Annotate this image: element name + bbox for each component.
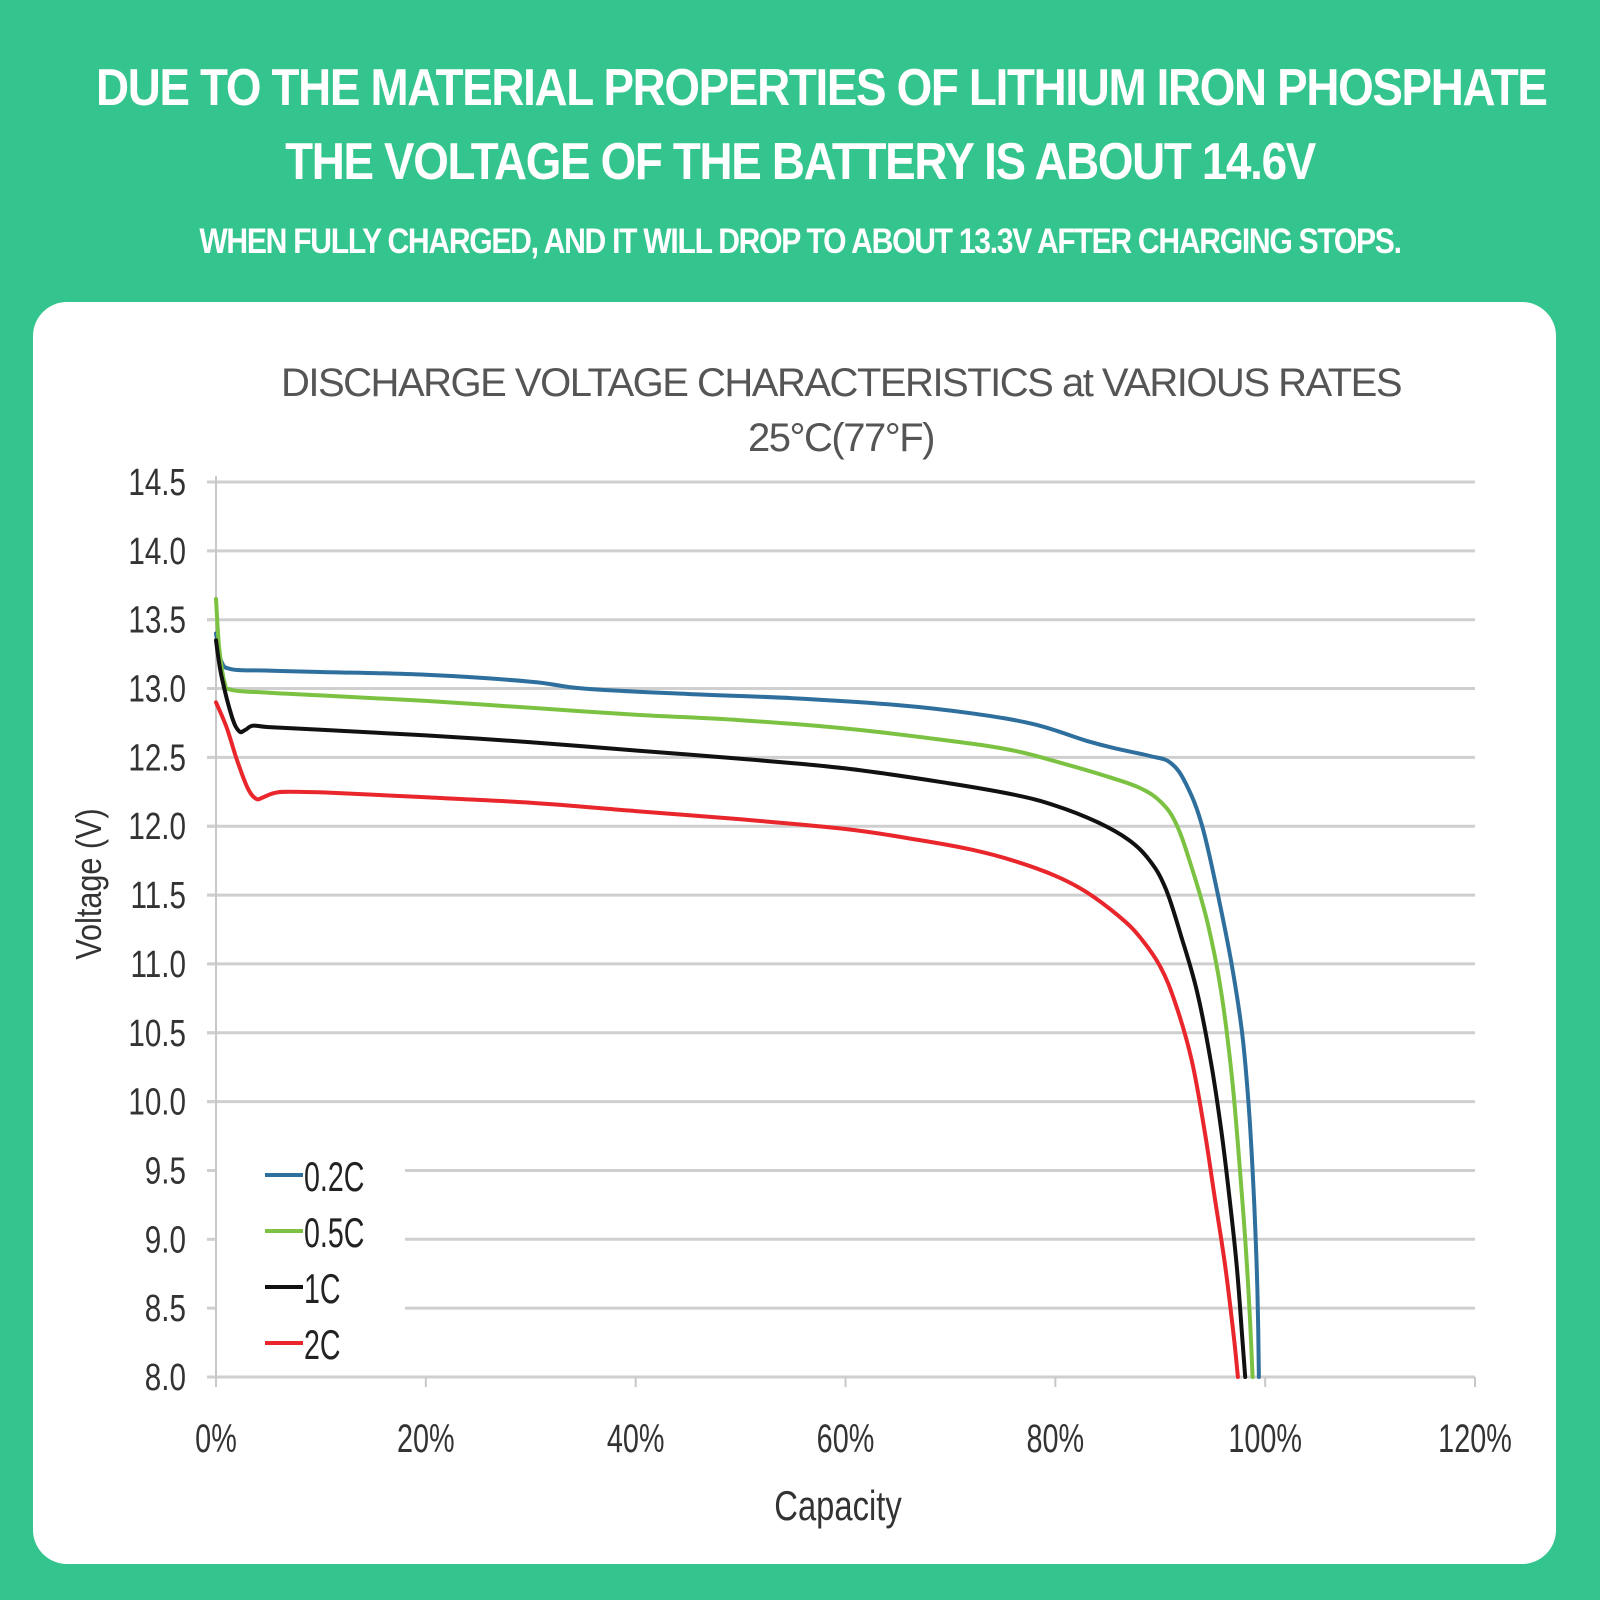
y-tick-label: 8.0 (145, 1357, 186, 1399)
y-tick-label: 9.5 (145, 1150, 186, 1192)
y-tick-label: 9.0 (145, 1219, 186, 1261)
y-tick-label: 13.0 (128, 668, 186, 710)
legend-label: 2C (304, 1320, 341, 1368)
headline-line-1: DUE TO THE MATERIAL PROPERTIES OF LITHIU… (96, 59, 1548, 117)
legend-label: 0.2C (304, 1152, 364, 1200)
x-axis-label: Capacity (774, 1482, 902, 1529)
x-tick-label: 120% (1438, 1416, 1512, 1461)
y-axis-label: Voltage (V) (70, 808, 110, 959)
y-tick-label: 12.5 (128, 737, 186, 779)
legend-item-0-5c: 0.5C (265, 1208, 364, 1256)
x-tick-labels: 0% 20% 40% 60% 80% 100% 120% (195, 1416, 1512, 1461)
axes (215, 476, 1476, 1387)
y-tick-label: 10.0 (128, 1081, 186, 1123)
legend-item-1c: 1C (265, 1264, 341, 1312)
legend-label: 0.5C (304, 1208, 364, 1256)
x-tick-label: 60% (817, 1416, 875, 1461)
series-line-2c (214, 700, 1240, 1379)
x-tick-label: 20% (397, 1416, 455, 1461)
headline-line-2: THE VOLTAGE OF THE BATTERY IS ABOUT 14.6… (285, 133, 1316, 191)
y-tick-label: 11.5 (131, 875, 186, 917)
y-tick-label: 11.0 (131, 943, 186, 985)
y-tick-label: 13.5 (128, 599, 186, 641)
chart-title: DISCHARGE VOLTAGE CHARACTERISTICS at VAR… (281, 361, 1401, 405)
x-tick-label: 100% (1228, 1416, 1302, 1461)
y-tick-label: 14.5 (128, 462, 186, 504)
y-tick-label: 8.5 (145, 1288, 186, 1330)
y-tick-labels: 14.5 14.0 13.5 13.0 12.5 12.0 11.5 11.0 10.5 10.0… (128, 462, 186, 1399)
legend-label: 1C (304, 1264, 341, 1312)
series-line-1c (214, 638, 1248, 1379)
x-tick-label: 80% (1027, 1416, 1085, 1461)
y-tick-label: 14.0 (128, 530, 186, 572)
y-tick-label: 10.5 (128, 1012, 186, 1054)
grid-lines (207, 480, 1475, 1379)
series-line-0-2c (214, 631, 1261, 1379)
legend-item-2c: 2C (265, 1320, 341, 1368)
chart-subtitle: 25°C(77°F) (748, 416, 934, 460)
series-lines (214, 597, 1261, 1379)
legend: 0.2C 0.5C 1C 2C (265, 1152, 364, 1368)
legend-item-0-2c: 0.2C (265, 1152, 364, 1200)
series-line-0-5c (214, 597, 1255, 1379)
y-tick-label: 12.0 (128, 806, 186, 848)
x-tick-label: 0% (195, 1416, 237, 1461)
headline-line-3: WHEN FULLY CHARGED, AND IT WILL DROP TO … (199, 222, 1402, 261)
chart-card (33, 302, 1556, 1564)
x-tick-label: 40% (607, 1416, 665, 1461)
